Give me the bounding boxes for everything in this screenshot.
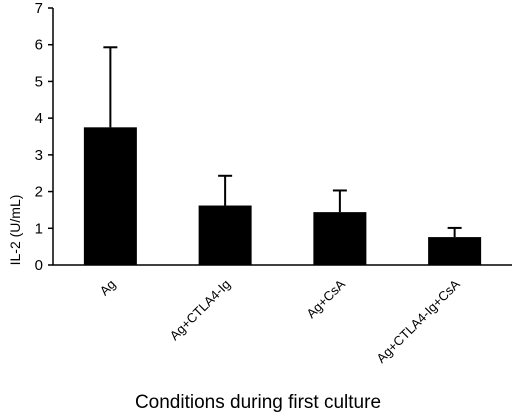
y-tick-label: 6 [35,37,43,54]
y-tick-label: 0 [35,257,43,274]
x-category-label: Ag [97,277,119,299]
x-category-label: Ag+CTLA4-Ig [167,277,234,344]
y-tick-label: 4 [35,110,43,127]
y-tick-label: 2 [35,184,43,201]
y-axis-ticks: 0 1 2 3 4 5 6 7 [35,0,53,274]
bars [83,127,482,265]
y-axis-label: IL-2 (U/mL) [7,195,23,266]
bar [83,127,137,265]
x-axis-label: Conditions during first culture [135,392,381,413]
y-tick-label: 1 [35,220,43,237]
y-tick-label: 3 [35,147,43,164]
x-category-label: Ag+CTLA4-Ig+CsA [373,276,463,366]
bar [313,212,367,265]
y-tick-label: 7 [35,0,43,17]
bar [428,237,482,265]
y-tick-label: 5 [35,73,43,90]
bar [198,205,252,265]
x-category-labels: Ag Ag+CTLA4-Ig Ag+CsA Ag+CTLA4-Ig+CsA [97,276,463,366]
x-category-label: Ag+CsA [303,276,348,321]
error-bars [103,46,462,238]
